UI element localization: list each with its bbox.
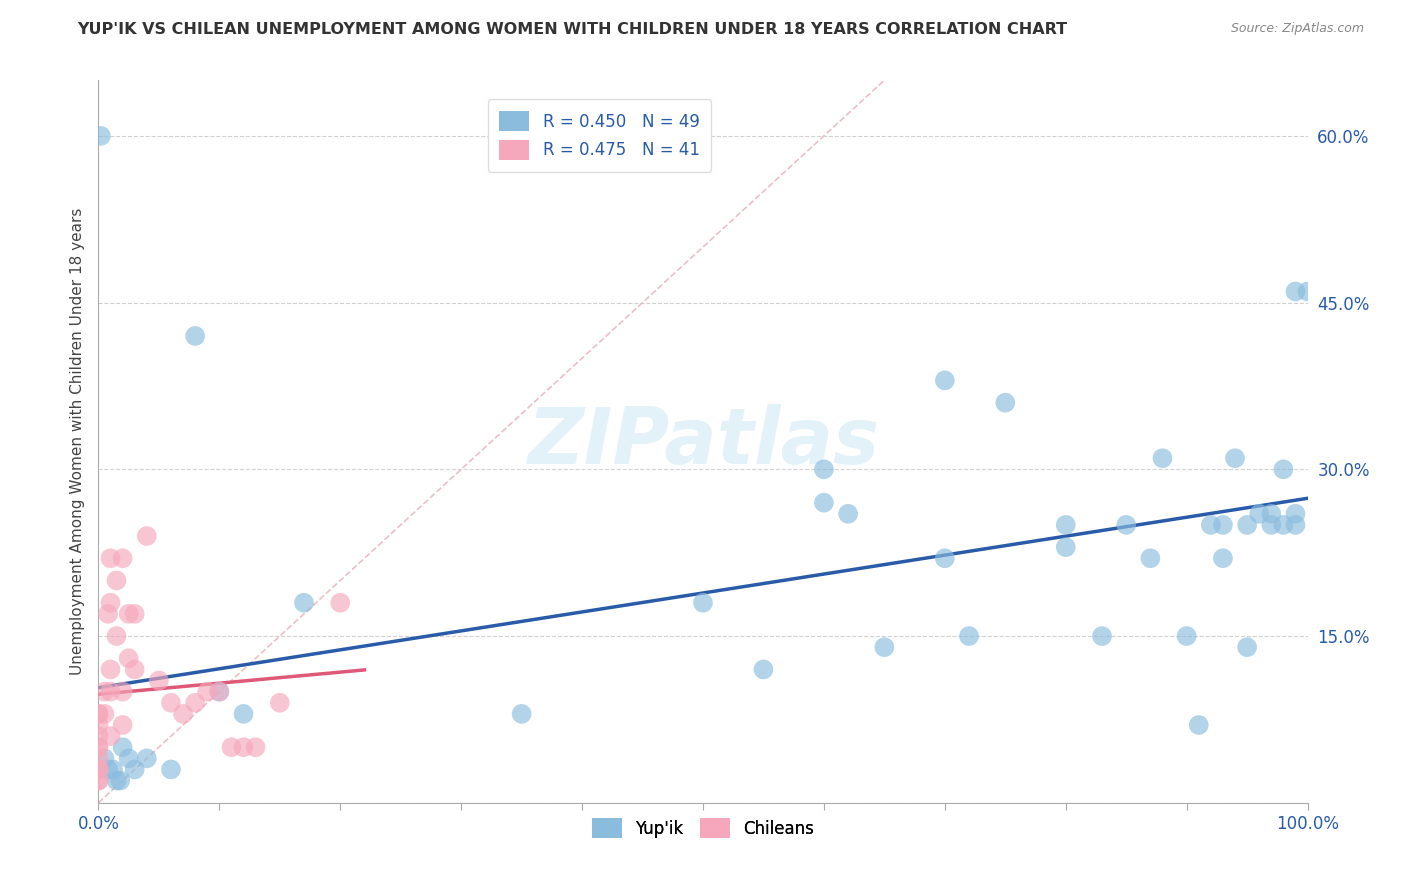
Point [93,706,115,721]
Point [87,718,110,732]
Point [1249,507,1271,521]
Point [172,706,194,721]
Point [87,773,110,788]
Point [1236,517,1258,532]
Point [118,607,141,621]
Point [934,551,956,566]
Point [1091,629,1114,643]
Point [111,551,134,566]
Text: ZIPatlas: ZIPatlas [527,403,879,480]
Point [752,662,775,676]
Text: YUP'IK VS CHILEAN UNEMPLOYMENT AMONG WOMEN WITH CHILDREN UNDER 18 YEARS CORRELAT: YUP'IK VS CHILEAN UNEMPLOYMENT AMONG WOM… [77,22,1067,37]
Point [108,773,131,788]
Point [87,706,110,721]
Point [1236,640,1258,655]
Point [1175,629,1198,643]
Point [1139,551,1161,566]
Point [87,751,110,765]
Point [329,596,352,610]
Point [105,629,128,643]
Legend: Yup'ik, Chileans: Yup'ik, Chileans [585,812,821,845]
Point [957,629,980,643]
Point [135,529,157,543]
Point [184,329,207,343]
Point [135,751,157,765]
Point [87,763,110,777]
Point [208,684,231,698]
Point [813,462,835,476]
Point [105,773,128,788]
Point [1223,451,1246,466]
Point [1115,517,1137,532]
Point [1296,285,1319,299]
Point [1212,551,1234,566]
Point [148,673,170,688]
Point [269,696,291,710]
Point [87,763,110,777]
Point [100,662,122,676]
Point [111,684,134,698]
Point [87,729,110,743]
Point [118,651,141,665]
Point [1152,451,1174,466]
Point [994,395,1017,409]
Point [1284,285,1306,299]
Point [1188,718,1211,732]
Point [1260,517,1282,532]
Point [292,596,315,610]
Point [111,740,134,755]
Point [510,706,533,721]
Point [124,763,146,777]
Point [184,696,207,710]
Point [837,507,859,521]
Point [1199,517,1222,532]
Point [87,763,110,777]
Point [232,740,254,755]
Point [1054,517,1077,532]
Point [232,706,254,721]
Point [1272,462,1295,476]
Y-axis label: Unemployment Among Women with Children Under 18 years: Unemployment Among Women with Children U… [69,208,84,675]
Point [111,718,134,732]
Point [124,607,146,621]
Point [160,696,183,710]
Point [100,684,122,698]
Point [813,496,835,510]
Point [87,740,110,755]
Point [118,751,141,765]
Point [105,574,128,588]
Text: Source: ZipAtlas.com: Source: ZipAtlas.com [1230,22,1364,36]
Point [221,740,243,755]
Point [100,729,122,743]
Point [1054,540,1077,554]
Point [160,763,183,777]
Point [90,128,112,143]
Point [100,596,122,610]
Point [1284,507,1306,521]
Point [93,751,115,765]
Point [873,640,896,655]
Point [692,596,714,610]
Point [93,684,115,698]
Point [87,706,110,721]
Point [124,662,146,676]
Point [1212,517,1234,532]
Point [1272,517,1295,532]
Point [934,373,956,387]
Point [97,763,120,777]
Point [1260,507,1282,521]
Point [1284,517,1306,532]
Point [208,684,231,698]
Point [87,773,110,788]
Point [245,740,267,755]
Point [101,763,124,777]
Point [97,607,120,621]
Point [100,551,122,566]
Point [87,740,110,755]
Point [195,684,218,698]
